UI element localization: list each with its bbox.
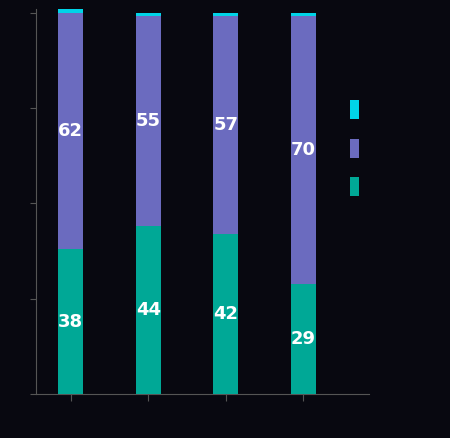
Bar [58,9,83,13]
Bar [136,13,161,16]
Bar [213,13,238,16]
Text: 55: 55 [136,112,161,131]
Text: 29: 29 [291,330,315,348]
Bar [291,283,315,394]
Text: 38: 38 [58,313,83,331]
Bar [213,234,238,394]
Bar [136,226,161,394]
Bar [350,177,359,196]
Bar [350,100,359,120]
Text: 62: 62 [58,122,83,140]
Bar [58,249,83,394]
Bar [136,16,161,226]
Bar [350,138,359,158]
Text: 44: 44 [136,301,161,319]
Bar [213,16,238,234]
Text: 57: 57 [213,116,238,134]
Bar [291,16,315,283]
Text: 70: 70 [291,141,315,159]
Text: 42: 42 [213,305,238,323]
Bar [291,13,315,16]
Bar [58,13,83,249]
